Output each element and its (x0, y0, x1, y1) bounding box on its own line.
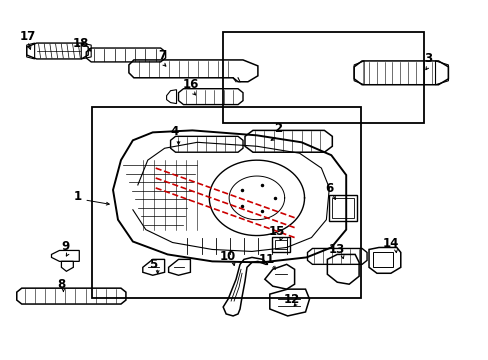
Text: 11: 11 (258, 253, 274, 266)
Text: 4: 4 (170, 125, 178, 138)
Text: 12: 12 (283, 293, 299, 306)
Text: 6: 6 (325, 183, 333, 195)
Text: 17: 17 (20, 30, 36, 42)
Bar (222, 32, 423, 123)
Text: 7: 7 (158, 49, 166, 63)
Text: 16: 16 (182, 78, 198, 91)
Text: 10: 10 (220, 250, 236, 263)
Text: 9: 9 (61, 240, 69, 253)
Text: 5: 5 (148, 258, 157, 271)
Text: 1: 1 (73, 190, 81, 203)
Text: 2: 2 (273, 122, 281, 135)
Text: 14: 14 (382, 237, 398, 250)
Text: 18: 18 (73, 37, 89, 50)
Text: 3: 3 (424, 53, 432, 66)
Text: 13: 13 (328, 243, 345, 256)
Text: 8: 8 (57, 278, 65, 291)
Text: 15: 15 (268, 225, 285, 238)
Bar (91, 107, 360, 298)
